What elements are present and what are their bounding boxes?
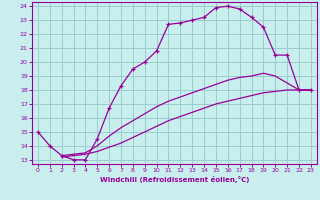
X-axis label: Windchill (Refroidissement éolien,°C): Windchill (Refroidissement éolien,°C) <box>100 176 249 183</box>
